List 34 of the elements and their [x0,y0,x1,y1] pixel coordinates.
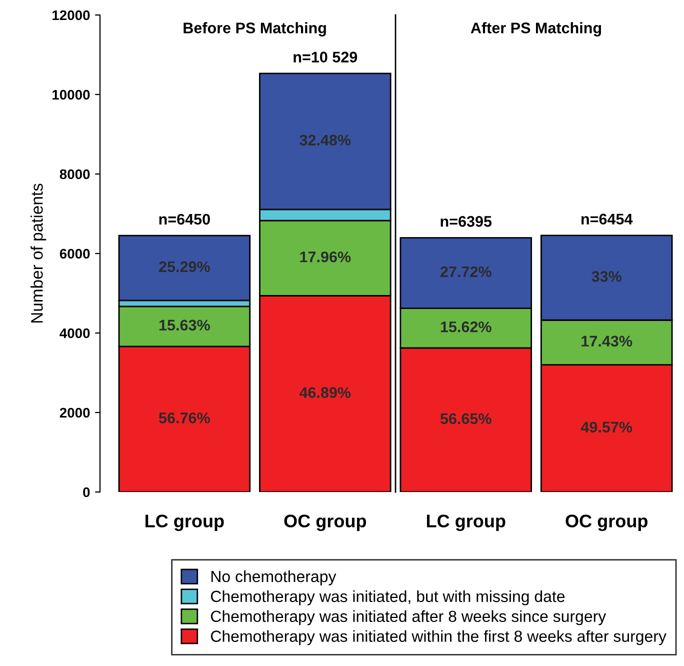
annotation: 56.76% [158,412,210,424]
y-axis-title: Number of patients [30,184,46,323]
annotation: 17.96% [300,251,351,262]
total-label: n=10 529 [294,52,358,63]
y-tick-label: 4000 [60,328,90,338]
legend-label: Chemotherapy was initiated after 8 weeks since surgery [210,610,606,626]
y-tick-label: 12000 [52,10,90,20]
legend-label: Chemotherapy was initiated, but with missing date [210,590,565,606]
annotation: 17.43% [582,336,632,347]
x-tick-label: LC group [146,514,224,532]
annotation: 15.63% [159,320,210,331]
annotation: Before PS Matching [184,22,326,36]
annotation: 32.48% [300,134,351,146]
annotation: 25.29% [159,261,210,272]
annotation: 49.57% [580,422,632,433]
annotation: 46.89% [299,387,351,398]
total-label: n=6395 [440,216,492,227]
x-tick-label: LC group [426,514,506,532]
annotation: 15.62% [440,321,492,332]
annotation: 27.72% [440,266,492,278]
y-tick-label: 0 [83,487,90,498]
y-tick-label: 6000 [60,248,90,259]
x-tick-label: OC group [566,514,648,532]
annotation: 33% [592,271,622,282]
legend-label: No chemotherapy [211,570,336,586]
total-label: n=6450 [159,214,210,225]
y-tick-label: 2000 [60,408,90,418]
y-tick-label: 10000 [52,90,90,100]
total-label: n=6454 [581,214,633,224]
y-tick-label: 8000 [60,169,90,180]
legend-label: Chemotherapy was initiated within the first 8 weeks after surgery [210,630,666,646]
annotation: After PS Matching [470,22,602,36]
annotation: 56.65% [440,413,492,424]
x-tick-label: OC group [284,514,366,532]
